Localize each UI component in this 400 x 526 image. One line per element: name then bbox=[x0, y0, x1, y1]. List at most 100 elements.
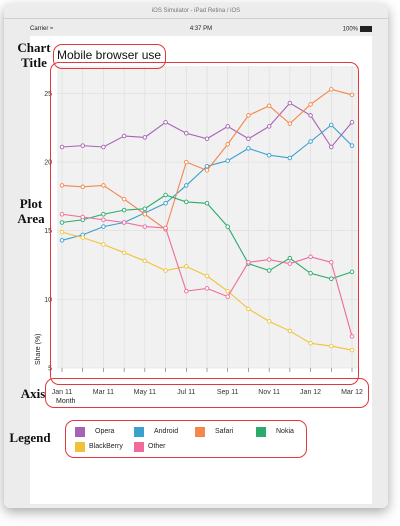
data-point-android[interactable] bbox=[184, 183, 189, 188]
data-point-opera[interactable] bbox=[59, 144, 65, 150]
data-point-blackberry[interactable] bbox=[225, 288, 230, 294]
data-point-android[interactable] bbox=[246, 146, 251, 151]
data-point-android[interactable] bbox=[204, 163, 210, 169]
data-point-safari[interactable] bbox=[80, 184, 85, 190]
legend-label-other[interactable]: Other bbox=[148, 443, 166, 450]
data-point-nokia[interactable] bbox=[266, 268, 272, 273]
data-point-opera[interactable] bbox=[287, 100, 293, 106]
data-point-other[interactable] bbox=[80, 214, 85, 220]
data-point-other[interactable] bbox=[59, 212, 65, 217]
data-point-nokia[interactable] bbox=[225, 224, 230, 229]
data-point-blackberry[interactable] bbox=[80, 235, 85, 240]
data-point-opera[interactable] bbox=[329, 144, 334, 150]
data-point-nokia[interactable] bbox=[308, 271, 313, 276]
data-point-nokia[interactable] bbox=[184, 199, 189, 205]
data-point-blackberry[interactable] bbox=[163, 268, 168, 273]
data-point-safari[interactable] bbox=[142, 212, 148, 217]
data-point-nokia[interactable] bbox=[349, 269, 355, 275]
chart-title: Mobile browser use bbox=[57, 48, 162, 62]
data-point-blackberry[interactable] bbox=[101, 242, 106, 247]
carrier-label: Carrier ≈ bbox=[30, 26, 54, 32]
data-point-other[interactable] bbox=[184, 288, 189, 294]
data-point-safari[interactable] bbox=[184, 159, 189, 165]
data-point-nokia[interactable] bbox=[163, 192, 168, 198]
data-point-safari[interactable] bbox=[246, 113, 251, 118]
data-point-opera[interactable] bbox=[204, 136, 210, 142]
data-point-android[interactable] bbox=[329, 122, 334, 128]
data-point-other[interactable] bbox=[329, 260, 334, 265]
data-point-other[interactable] bbox=[142, 224, 148, 229]
data-point-other[interactable] bbox=[308, 254, 313, 260]
annotation-box-title bbox=[53, 44, 166, 69]
data-point-android[interactable] bbox=[163, 201, 168, 206]
data-point-nokia[interactable] bbox=[121, 207, 127, 213]
legend-label-safari[interactable]: Safari bbox=[215, 428, 234, 435]
data-point-blackberry[interactable] bbox=[308, 341, 313, 346]
data-point-safari[interactable] bbox=[225, 141, 230, 147]
data-point-android[interactable] bbox=[225, 158, 230, 163]
data-point-safari[interactable] bbox=[349, 92, 355, 98]
data-point-opera[interactable] bbox=[121, 133, 127, 139]
data-point-safari[interactable] bbox=[121, 196, 127, 202]
data-point-opera[interactable] bbox=[80, 143, 85, 148]
data-point-blackberry[interactable] bbox=[349, 347, 355, 353]
data-point-opera[interactable] bbox=[266, 124, 272, 129]
data-point-opera[interactable] bbox=[101, 144, 106, 150]
data-point-nokia[interactable] bbox=[59, 220, 65, 225]
data-point-blackberry[interactable] bbox=[246, 306, 251, 312]
data-point-safari[interactable] bbox=[329, 87, 334, 92]
data-point-other[interactable] bbox=[349, 334, 355, 339]
data-point-nokia[interactable] bbox=[142, 206, 148, 212]
data-point-opera[interactable] bbox=[225, 124, 230, 129]
data-point-blackberry[interactable] bbox=[142, 258, 148, 264]
data-point-android[interactable] bbox=[266, 152, 272, 158]
series-group bbox=[59, 87, 355, 353]
data-point-nokia[interactable] bbox=[101, 212, 106, 217]
data-point-nokia[interactable] bbox=[329, 276, 334, 282]
data-point-opera[interactable] bbox=[308, 113, 313, 118]
data-point-opera[interactable] bbox=[142, 135, 148, 140]
legend-label-opera[interactable]: Opera bbox=[95, 428, 115, 435]
y-tick-label: 10 bbox=[44, 297, 52, 304]
data-point-android[interactable] bbox=[349, 143, 355, 148]
annotation-box-axis bbox=[45, 378, 369, 408]
data-point-other[interactable] bbox=[101, 217, 106, 222]
data-point-nokia[interactable] bbox=[287, 255, 293, 261]
data-point-android[interactable] bbox=[308, 139, 313, 144]
data-point-blackberry[interactable] bbox=[204, 273, 210, 279]
data-point-other[interactable] bbox=[225, 294, 230, 299]
data-point-nokia[interactable] bbox=[204, 201, 210, 206]
battery-icon bbox=[360, 26, 372, 32]
legend-swatch-android bbox=[134, 427, 144, 437]
legend-label-nokia[interactable]: Nokia bbox=[276, 428, 294, 435]
data-point-blackberry[interactable] bbox=[59, 229, 65, 235]
data-point-android[interactable] bbox=[59, 238, 65, 243]
data-point-other[interactable] bbox=[121, 220, 127, 225]
data-point-opera[interactable] bbox=[184, 131, 189, 136]
data-point-android[interactable] bbox=[101, 224, 106, 229]
legend-label-android[interactable]: Android bbox=[154, 428, 179, 435]
data-point-safari[interactable] bbox=[266, 103, 272, 109]
data-point-blackberry[interactable] bbox=[287, 328, 293, 334]
data-point-android[interactable] bbox=[287, 155, 293, 161]
legend-swatch-nokia bbox=[256, 427, 266, 437]
data-point-safari[interactable] bbox=[308, 102, 313, 107]
data-point-safari[interactable] bbox=[287, 121, 293, 126]
data-point-blackberry[interactable] bbox=[184, 264, 189, 269]
data-point-opera[interactable] bbox=[163, 120, 168, 125]
data-point-other[interactable] bbox=[246, 260, 251, 265]
data-point-other[interactable] bbox=[287, 261, 293, 266]
data-point-blackberry[interactable] bbox=[266, 319, 272, 324]
data-point-opera[interactable] bbox=[349, 120, 355, 125]
data-point-blackberry[interactable] bbox=[329, 343, 334, 349]
data-point-other[interactable] bbox=[204, 286, 210, 291]
data-point-other[interactable] bbox=[266, 257, 272, 262]
legend-label-blackberry[interactable]: BlackBerry bbox=[89, 443, 123, 450]
data-point-blackberry[interactable] bbox=[121, 250, 127, 255]
data-point-other[interactable] bbox=[163, 225, 168, 231]
data-point-opera[interactable] bbox=[246, 136, 251, 142]
data-point-safari[interactable] bbox=[101, 183, 106, 188]
x-axis-label: Month bbox=[56, 398, 76, 405]
data-point-safari[interactable] bbox=[204, 168, 210, 173]
data-point-safari[interactable] bbox=[59, 183, 65, 188]
